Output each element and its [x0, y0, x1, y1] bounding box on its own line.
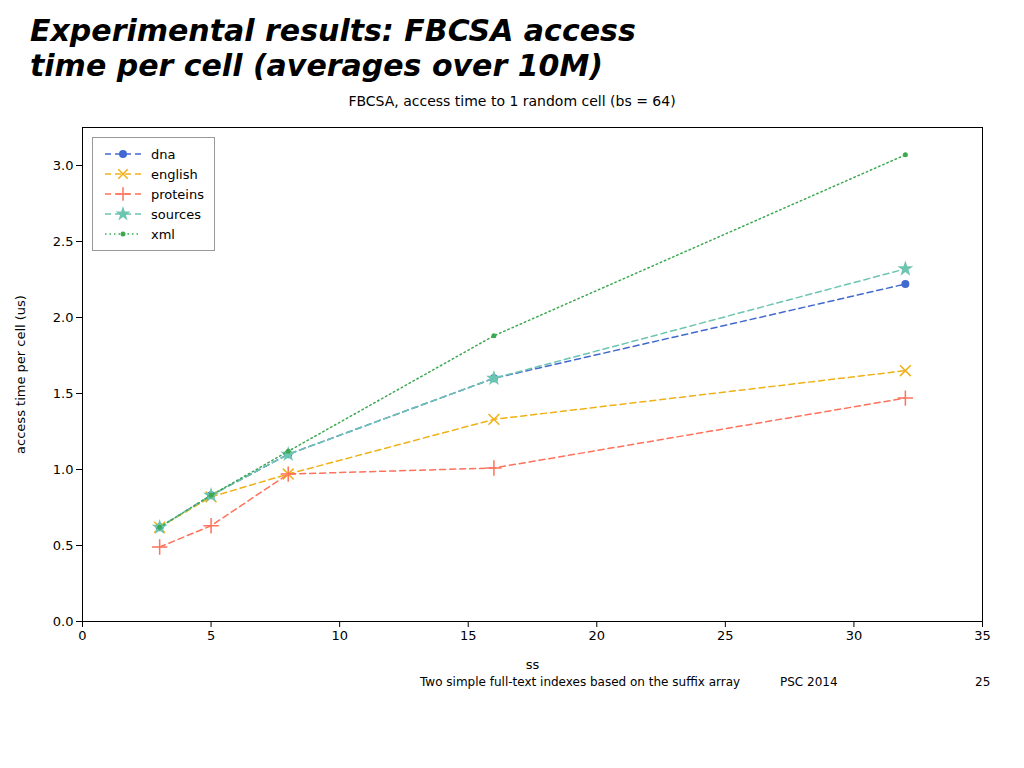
svg-text:5: 5 [207, 628, 215, 643]
svg-text:access time per cell (us): access time per cell (us) [13, 295, 28, 454]
html-text:english: english [151, 166, 198, 182]
svg-text:10: 10 [331, 628, 348, 643]
svg-text:0: 0 [78, 628, 86, 643]
svg-text:15: 15 [460, 628, 477, 643]
html-text:25: 25 [975, 675, 991, 689]
svg-text:ss: ss [526, 657, 540, 672]
svg-text:2.0: 2.0 [53, 310, 74, 325]
html-text:Two simple full-text indexes b: Two simple full-text indexes based on th… [420, 675, 741, 689]
svg-text:35: 35 [974, 628, 991, 643]
svg-text:2.5: 2.5 [53, 234, 74, 249]
html-text:Experimental results: FBCSA ac: Experimental results: FBCSA access time … [30, 13, 636, 83]
svg-text:3.0: 3.0 [53, 158, 74, 173]
svg-text:0.5: 0.5 [53, 538, 74, 553]
html-text:dna: dna [151, 146, 176, 162]
svg-text:30: 30 [846, 628, 863, 643]
svg-text:0.0: 0.0 [53, 614, 74, 629]
html-text:xml: xml [151, 226, 175, 242]
html-text:PSC 2014: PSC 2014 [780, 675, 838, 689]
svg-text:20: 20 [589, 628, 606, 643]
html-text:FBCSA, access time to 1 random: FBCSA, access time to 1 random cell (bs … [348, 93, 676, 109]
html-text:proteins: proteins [151, 186, 204, 202]
svg-text:1.0: 1.0 [53, 462, 74, 477]
svg-text:25: 25 [717, 628, 734, 643]
html-text:sources: sources [151, 206, 201, 222]
svg-text:1.5: 1.5 [53, 386, 74, 401]
